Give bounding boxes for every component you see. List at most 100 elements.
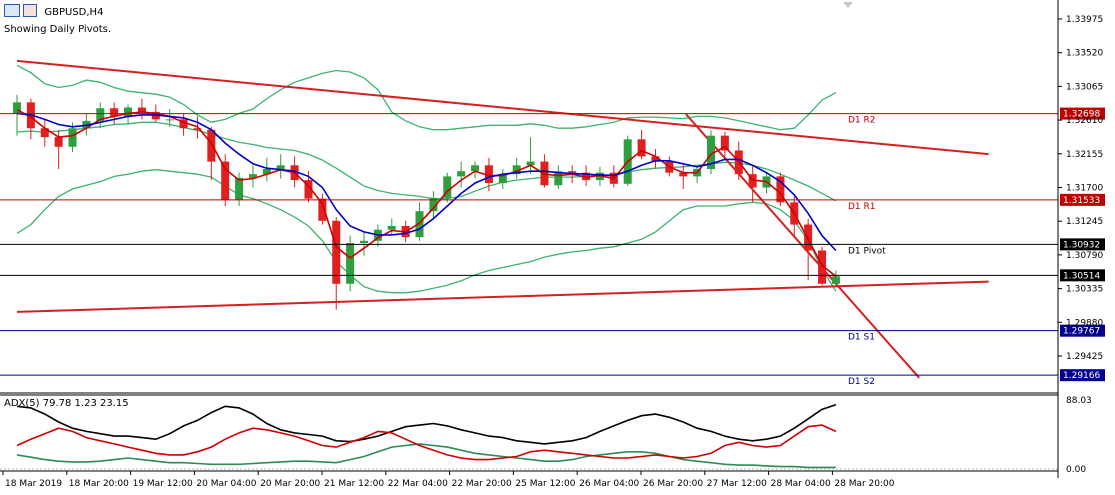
scroll-marker-icon <box>843 2 853 8</box>
candle-body <box>707 135 715 169</box>
adx-main-line <box>16 403 837 445</box>
candle-body <box>68 128 77 147</box>
candle-body <box>193 128 202 130</box>
pivot-price-text: 1.32698 <box>1063 110 1100 120</box>
pivot-price-box <box>1060 193 1105 206</box>
pivot-price-box <box>1060 369 1105 382</box>
price-tick-label: 1.30790 <box>1066 251 1103 261</box>
candle-body <box>387 226 396 230</box>
time-tick-label: 28 Mar 04:00 <box>771 479 831 489</box>
price-tick-label: 1.29425 <box>1066 352 1103 362</box>
candle-body <box>235 177 244 201</box>
candle-body <box>221 161 230 201</box>
candle-body <box>568 171 577 173</box>
candle-body <box>96 108 105 121</box>
candle-body <box>457 171 466 177</box>
adx-minus-line <box>16 424 837 461</box>
pivot-subtitle: Showing Daily Pivots. <box>4 24 112 35</box>
time-tick-label: 22 Mar 20:00 <box>452 479 512 489</box>
price-tick-label: 1.33065 <box>1066 82 1103 92</box>
pivot-price-text: 1.30514 <box>1063 271 1100 281</box>
pivot-label: D1 Pivot <box>848 246 886 256</box>
candle-body <box>498 174 507 184</box>
time-tick-label: 26 Mar 20:00 <box>643 479 703 489</box>
candle-body <box>471 165 480 172</box>
pivot-label: D1 S2 <box>848 377 875 387</box>
trendline-1 <box>16 59 989 156</box>
candle-body <box>443 176 452 198</box>
pivot-price-box <box>1060 269 1105 282</box>
time-tick-label: 25 Mar 12:00 <box>515 479 575 489</box>
candle-body <box>831 276 840 284</box>
price-tick-label: 1.29880 <box>1066 318 1103 328</box>
pivot-price-box <box>1060 238 1105 251</box>
candle-body <box>124 107 133 117</box>
chart-window-icon <box>4 4 20 17</box>
pivot-price-box <box>1060 107 1105 120</box>
candle-body <box>165 119 174 121</box>
candle-body <box>248 174 257 178</box>
candle-body <box>54 137 63 147</box>
candle-body <box>276 165 285 169</box>
pivot-label: D1 R1 <box>848 202 876 212</box>
candle-body <box>554 171 563 186</box>
price-tick-label: 1.30335 <box>1066 285 1103 295</box>
trendline-3 <box>685 113 920 379</box>
ma-slow-line <box>16 112 837 252</box>
candle-body <box>207 129 216 162</box>
adx-top-value: 88.03 <box>1066 396 1092 406</box>
time-tick-label: 20 Mar 04:00 <box>196 479 256 489</box>
time-tick-label: 20 Mar 20:00 <box>260 479 320 489</box>
pivot-price-box <box>1060 324 1105 337</box>
pivot-price-text: 1.30932 <box>1063 240 1100 250</box>
candle-body <box>512 165 521 175</box>
candle-body <box>179 119 188 129</box>
candle-body <box>679 172 688 177</box>
price-tick-label: 1.32155 <box>1066 150 1103 160</box>
pivot-label: D1 S1 <box>848 333 875 343</box>
time-tick-label: 21 Mar 12:00 <box>324 479 384 489</box>
candle-body <box>346 243 355 284</box>
pivot-label: D1 R2 <box>848 116 876 126</box>
time-tick-label: 19 Mar 12:00 <box>133 479 193 489</box>
time-tick-label: 22 Mar 04:00 <box>388 479 448 489</box>
symbol-header: GBPUSD,H4 <box>4 4 103 18</box>
pivot-price-text: 1.29166 <box>1063 371 1100 381</box>
time-tick-label: 18 Mar 2019 <box>5 479 62 489</box>
candle-body <box>720 135 729 151</box>
candle-body <box>415 211 424 238</box>
candle-body <box>651 156 660 162</box>
candle-body <box>318 198 327 221</box>
candle-body <box>637 139 646 157</box>
time-tick-label: 26 Mar 04:00 <box>579 479 639 489</box>
pivot-price-text: 1.29767 <box>1063 327 1100 337</box>
adx-bottom-value: 0.00 <box>1066 465 1086 475</box>
price-tick-label: 1.31700 <box>1066 184 1103 194</box>
candle-body <box>13 102 21 114</box>
candle-body <box>137 107 146 112</box>
price-tick-label: 1.31245 <box>1066 217 1103 227</box>
pivot-price-text: 1.31533 <box>1063 196 1100 206</box>
candle-body <box>110 108 119 117</box>
price-tick-label: 1.32610 <box>1066 116 1103 126</box>
candle-body <box>526 161 535 166</box>
symbol-title: GBPUSD,H4 <box>44 7 104 18</box>
candle-body <box>304 180 313 199</box>
adx-plus-line <box>16 443 836 469</box>
candle-body <box>776 176 785 203</box>
bollinger-lower <box>16 169 837 294</box>
chart-type-icon <box>23 4 38 17</box>
price-tick-label: 1.33975 <box>1066 15 1103 25</box>
time-tick-label: 28 Mar 20:00 <box>834 479 894 489</box>
candle-body <box>818 250 827 284</box>
time-tick-label: 27 Mar 12:00 <box>707 479 767 489</box>
candle-body <box>262 168 271 175</box>
candle-body <box>484 165 493 184</box>
trendline-2 <box>16 280 989 313</box>
price-tick-label: 1.33520 <box>1066 49 1103 59</box>
bollinger-upper <box>16 64 837 131</box>
candle-body <box>332 220 341 284</box>
time-tick-label: 18 Mar 20:00 <box>69 479 129 489</box>
candle-body <box>360 240 368 244</box>
